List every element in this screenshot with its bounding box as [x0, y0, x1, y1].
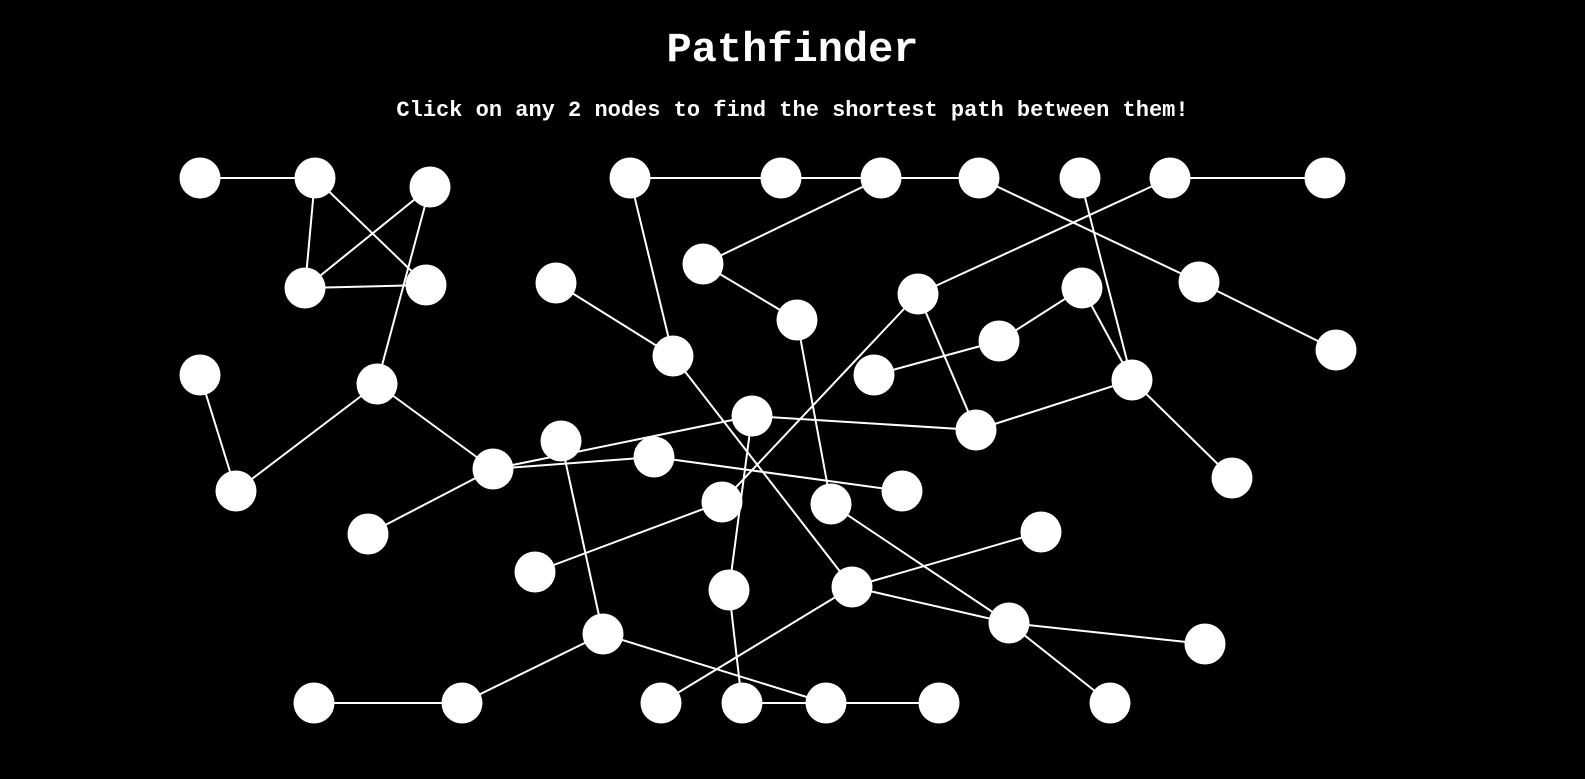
graph-edge	[751, 415, 977, 431]
graph-edge	[367, 468, 494, 535]
graph-edge	[602, 633, 827, 704]
instructions-text: Click on any 2 nodes to find the shortes…	[396, 98, 1189, 123]
graph-node[interactable]	[1111, 359, 1153, 401]
graph-edge	[1008, 622, 1206, 645]
graph-node[interactable]	[978, 320, 1020, 362]
graph-edge	[1008, 622, 1111, 704]
graph-node[interactable]	[897, 273, 939, 315]
graph-edge	[978, 177, 1200, 283]
graph-edges	[199, 177, 1337, 704]
graph-edge	[873, 340, 1000, 376]
graph-edge	[1198, 281, 1337, 351]
graph-edge	[555, 282, 674, 357]
graph-edge	[1131, 379, 1233, 479]
graph-node[interactable]	[179, 354, 221, 396]
graph-node[interactable]	[708, 569, 750, 611]
graph-node[interactable]	[701, 481, 743, 523]
graph-edge	[721, 293, 919, 503]
graph-edge	[376, 383, 494, 470]
graph-node[interactable]	[1149, 157, 1191, 199]
graph-node[interactable]	[831, 566, 873, 608]
graph-node[interactable]	[409, 166, 451, 208]
graph-node[interactable]	[721, 682, 763, 724]
graph-node[interactable]	[955, 409, 997, 451]
graph-edge	[235, 383, 378, 492]
graph-node[interactable]	[810, 483, 852, 525]
graph-node[interactable]	[356, 363, 398, 405]
graph-node[interactable]	[860, 157, 902, 199]
graph-node[interactable]	[958, 157, 1000, 199]
page-title: Pathfinder	[666, 26, 919, 74]
graph-node[interactable]	[441, 682, 483, 724]
graph-node[interactable]	[881, 470, 923, 512]
graph-node[interactable]	[853, 354, 895, 396]
graph-node[interactable]	[540, 420, 582, 462]
graph-node[interactable]	[1020, 511, 1062, 553]
graph-edge	[461, 633, 604, 704]
graph-node[interactable]	[1178, 261, 1220, 303]
graph-edge	[629, 177, 674, 357]
graph-edge	[492, 415, 753, 470]
graph-nodes	[179, 157, 1357, 724]
graph-node[interactable]	[514, 551, 556, 593]
graph-edge	[314, 177, 427, 286]
graph-node[interactable]	[215, 470, 257, 512]
graph-node[interactable]	[1059, 157, 1101, 199]
graph-edge	[1079, 177, 1133, 381]
graph-node[interactable]	[776, 299, 818, 341]
graph-node[interactable]	[609, 157, 651, 199]
graph-node[interactable]	[405, 264, 447, 306]
graph-edge	[796, 319, 832, 505]
graph-node[interactable]	[179, 157, 221, 199]
graph-node[interactable]	[1211, 457, 1253, 499]
graph-node[interactable]	[294, 157, 336, 199]
graph-node[interactable]	[1315, 329, 1357, 371]
graph-node[interactable]	[731, 395, 773, 437]
graph-edge	[534, 501, 723, 573]
graph-edge	[917, 177, 1171, 295]
graph-edge	[851, 531, 1042, 588]
graph-node[interactable]	[640, 682, 682, 724]
graph-edge	[975, 379, 1133, 431]
graph-edge	[660, 586, 853, 704]
graph-edge	[917, 293, 977, 431]
graph-edge	[851, 586, 1010, 624]
graph-node[interactable]	[682, 243, 724, 285]
graph-node[interactable]	[347, 513, 389, 555]
graph-node[interactable]	[652, 335, 694, 377]
graph-node[interactable]	[918, 682, 960, 724]
graph-node[interactable]	[293, 682, 335, 724]
graph-node[interactable]	[535, 262, 577, 304]
graph-edge	[492, 456, 655, 470]
graph-edge	[304, 186, 431, 289]
graph-node[interactable]	[284, 267, 326, 309]
graph-node[interactable]	[1089, 682, 1131, 724]
graph-node[interactable]	[1304, 157, 1346, 199]
graph-edge	[653, 456, 903, 492]
graph-edge	[830, 503, 1010, 624]
graph-node[interactable]	[1061, 267, 1103, 309]
graph-node[interactable]	[805, 682, 847, 724]
graph-node[interactable]	[582, 613, 624, 655]
graph-node[interactable]	[760, 157, 802, 199]
graph-node[interactable]	[633, 436, 675, 478]
graph-node[interactable]	[988, 602, 1030, 644]
graph-edge	[560, 440, 604, 635]
graph-node[interactable]	[1184, 623, 1226, 665]
graph-edge	[702, 177, 882, 265]
graph-node[interactable]	[472, 448, 514, 490]
